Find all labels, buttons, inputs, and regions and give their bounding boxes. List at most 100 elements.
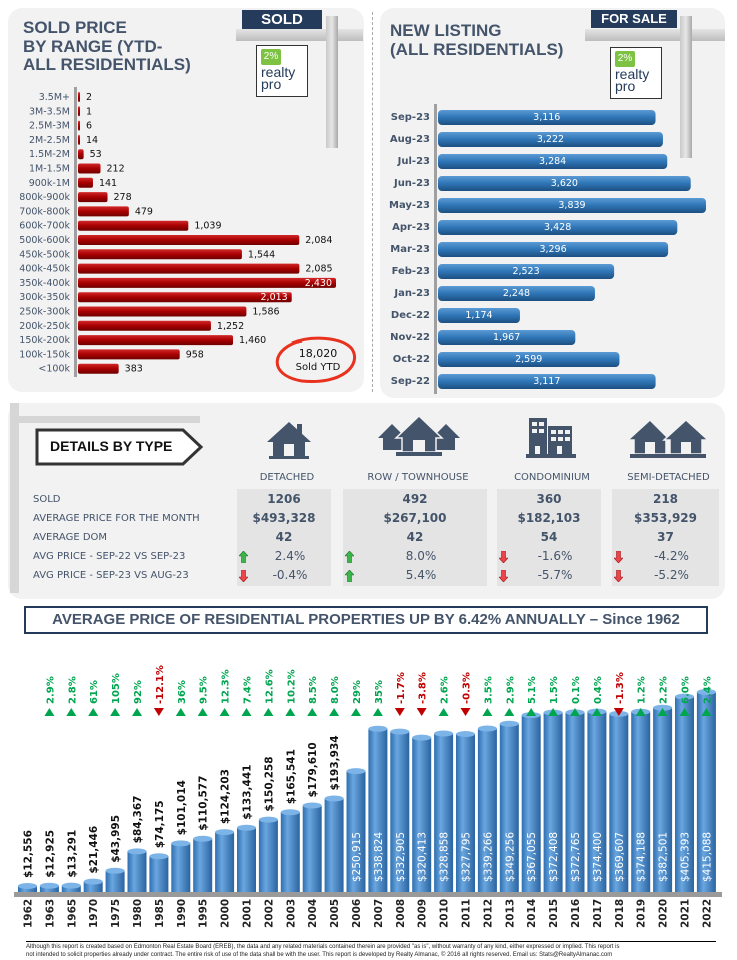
change-up-marker bbox=[285, 708, 295, 716]
sold-category-label: 900k-1M bbox=[29, 178, 70, 189]
mom-change-value: -5.7% bbox=[509, 568, 601, 582]
sold-category-label: 2.5M-3M bbox=[29, 121, 70, 132]
listing-category-label: Mar-23 bbox=[390, 244, 430, 255]
sold-value: 218 bbox=[612, 492, 719, 506]
change-label: -0.3% bbox=[462, 672, 473, 704]
sold-category-label: 700k-800k bbox=[19, 206, 70, 217]
listing-category-label: Jun-23 bbox=[393, 178, 430, 189]
yoy-change-value: -4.2% bbox=[624, 549, 719, 563]
change-up-marker bbox=[176, 708, 186, 716]
history-value-label: $84,367 bbox=[132, 796, 144, 844]
sold-value-label: 1,586 bbox=[252, 307, 279, 318]
history-year-label: 2020 bbox=[658, 899, 670, 928]
sold-bar bbox=[78, 307, 246, 317]
history-bar-top bbox=[40, 883, 59, 889]
sold-ytd-total: 18,020 bbox=[288, 347, 348, 360]
sold-value-label: 479 bbox=[135, 206, 153, 217]
arrow-down-icon bbox=[499, 551, 508, 563]
history-year-label: 2017 bbox=[592, 899, 604, 928]
history-bar bbox=[106, 871, 125, 892]
disclaimer-footer: Although this report is created based on… bbox=[26, 941, 716, 959]
listing-axis-line bbox=[434, 104, 437, 394]
listing-category-label: Oct-22 bbox=[393, 354, 430, 365]
sold-bar bbox=[78, 221, 188, 231]
sold-category-label: 3.5M+ bbox=[39, 92, 70, 103]
mom-change-value: 5.4% bbox=[355, 568, 487, 582]
history-value-label: $21,446 bbox=[88, 826, 100, 874]
logo-pct: 2% bbox=[615, 51, 635, 67]
change-label: 3.5% bbox=[483, 676, 494, 704]
history-year-label: 2004 bbox=[307, 899, 319, 928]
history-value-label: $349,256 bbox=[504, 832, 516, 882]
history-bar bbox=[171, 843, 190, 892]
logo-word-2: pro bbox=[615, 80, 635, 93]
listing-value-label: 3,117 bbox=[533, 376, 560, 387]
sold-bar bbox=[78, 164, 101, 174]
sold-category-label: 1.5M-2M bbox=[29, 149, 70, 160]
change-label: 2.9% bbox=[45, 676, 56, 704]
sold-value-label: 1 bbox=[86, 106, 92, 117]
annual-growth-banner: AVERAGE PRICE OF RESIDENTIAL PROPERTIES … bbox=[24, 606, 708, 634]
history-bar-top bbox=[500, 721, 519, 727]
history-year-label: 2015 bbox=[548, 899, 560, 928]
listing-category-label: Jul-23 bbox=[397, 156, 430, 167]
change-label: 12.6% bbox=[264, 669, 275, 704]
sold-value-label: 53 bbox=[90, 149, 102, 160]
house-icon bbox=[265, 418, 313, 460]
change-label: 2.2% bbox=[659, 676, 670, 704]
change-up-marker bbox=[242, 708, 252, 716]
change-label: 36% bbox=[177, 680, 188, 704]
change-label: 2.8% bbox=[67, 676, 78, 704]
condo-building-icon bbox=[526, 416, 580, 460]
history-year-label: 2021 bbox=[680, 899, 692, 928]
listing-value-label: 2,599 bbox=[515, 354, 542, 365]
history-year-label: 1970 bbox=[88, 899, 100, 928]
change-label: 35% bbox=[374, 680, 385, 704]
change-up-marker bbox=[482, 708, 492, 716]
change-up-marker bbox=[263, 708, 273, 716]
for-sale-sign: FOR SALE bbox=[591, 10, 677, 28]
sold-value: 360 bbox=[497, 492, 601, 506]
sold-bar bbox=[78, 106, 80, 116]
history-value-label: $339,266 bbox=[482, 832, 494, 882]
sold-category-label: 100k-150k bbox=[19, 349, 70, 360]
sold-value-label: 14 bbox=[86, 135, 98, 146]
listing-category-label: Apr-23 bbox=[392, 222, 430, 233]
sold-bar bbox=[78, 178, 93, 188]
history-value-label: $250,915 bbox=[351, 832, 363, 882]
change-down-marker bbox=[417, 708, 427, 716]
history-value-label: $13,291 bbox=[66, 830, 78, 878]
history-bar-top bbox=[128, 848, 147, 854]
sold-sign-post-arm bbox=[236, 29, 363, 41]
col-head-row-townhouse: ROW / TOWNHOUSE bbox=[343, 472, 493, 483]
history-year-label: 2008 bbox=[395, 899, 407, 928]
avg-dom-value: 37 bbox=[612, 530, 719, 544]
history-value-label: $372,765 bbox=[570, 832, 582, 882]
disclaimer-line-2: not intended to solicit properties alrea… bbox=[26, 951, 716, 959]
listing-value-label: 2,248 bbox=[503, 288, 530, 299]
arrow-down-icon bbox=[614, 551, 623, 563]
history-year-label: 2013 bbox=[504, 899, 516, 928]
listing-value-label: 3,284 bbox=[539, 156, 566, 167]
history-bar-top bbox=[412, 735, 431, 741]
sold-sign: SOLD bbox=[242, 10, 322, 29]
row-label-avg-price: AVERAGE PRICE FOR THE MONTH bbox=[33, 513, 200, 524]
arrow-down-icon bbox=[614, 570, 623, 582]
history-bar-top bbox=[62, 883, 81, 889]
sold-value-label: 141 bbox=[99, 178, 117, 189]
history-bar bbox=[325, 799, 344, 892]
change-up-marker bbox=[198, 708, 208, 716]
sold-category-label: 250k-300k bbox=[19, 307, 70, 318]
change-up-marker bbox=[373, 708, 383, 716]
sold-value-label: 2,084 bbox=[305, 235, 332, 246]
listing-category-label: Jan-23 bbox=[393, 288, 430, 299]
sold-category-label: 200k-250k bbox=[19, 321, 70, 332]
sold-value: 1206 bbox=[237, 492, 331, 506]
listing-value-label: 1,967 bbox=[493, 332, 520, 343]
avg-price-value: $182,103 bbox=[497, 511, 601, 525]
history-bar bbox=[149, 856, 168, 892]
change-label: 7.4% bbox=[243, 676, 254, 704]
row-label-avg-dom: AVERAGE DOM bbox=[33, 532, 107, 543]
history-bar-top bbox=[84, 879, 103, 885]
history-year-label: 1990 bbox=[176, 899, 188, 928]
